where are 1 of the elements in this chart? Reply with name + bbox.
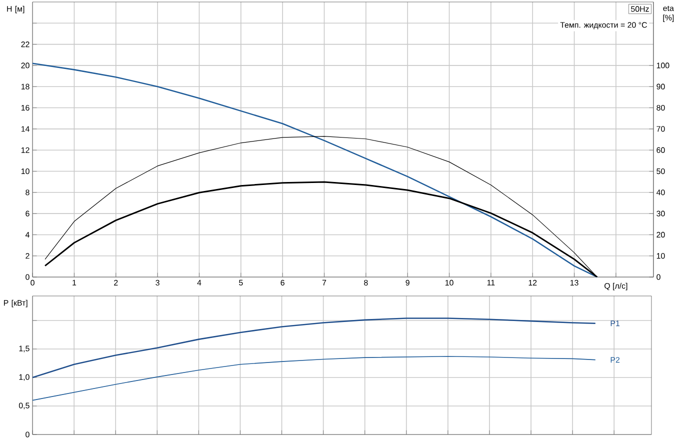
line-series — [32, 317, 596, 378]
